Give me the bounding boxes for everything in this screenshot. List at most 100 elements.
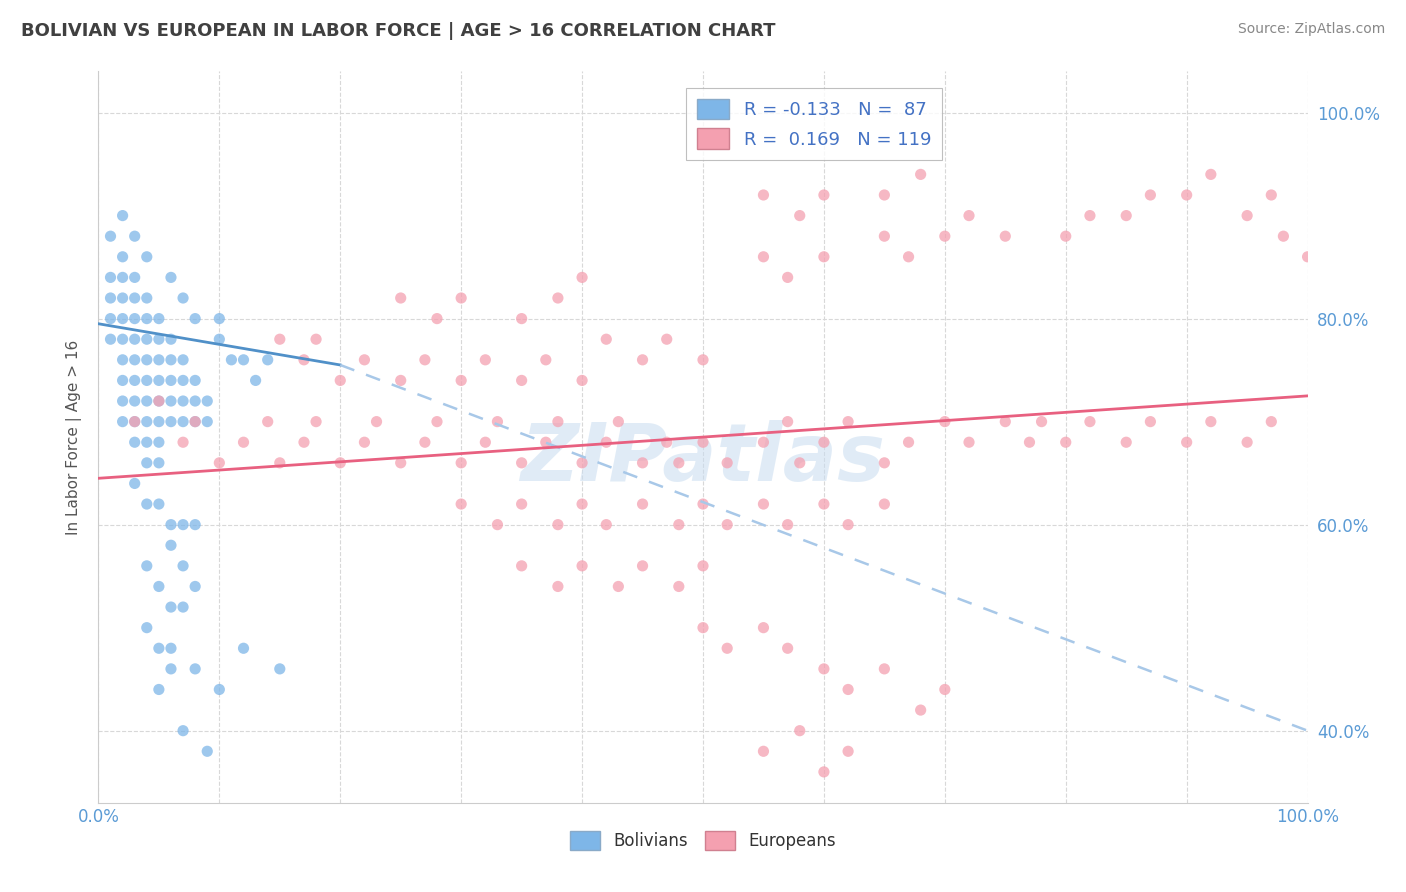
Point xyxy=(172,352,194,367)
Point xyxy=(752,435,775,450)
Point xyxy=(1078,209,1101,223)
Point xyxy=(534,352,557,367)
Point xyxy=(474,352,496,367)
Point xyxy=(813,662,835,676)
Point xyxy=(692,558,714,573)
Point xyxy=(111,394,134,409)
Point xyxy=(329,456,352,470)
Point xyxy=(1078,415,1101,429)
Point xyxy=(124,394,146,409)
Point xyxy=(124,373,146,387)
Point xyxy=(124,291,146,305)
Point xyxy=(607,579,630,593)
Point xyxy=(208,682,231,697)
Point xyxy=(994,229,1017,244)
Point xyxy=(595,332,617,346)
Point xyxy=(111,291,134,305)
Point xyxy=(1175,188,1198,202)
Point xyxy=(148,579,170,593)
Point xyxy=(353,352,375,367)
Point xyxy=(752,621,775,635)
Point xyxy=(631,558,654,573)
Point xyxy=(957,209,980,223)
Point xyxy=(135,456,157,470)
Point xyxy=(135,394,157,409)
Point xyxy=(124,435,146,450)
Point xyxy=(172,600,194,615)
Point xyxy=(111,311,134,326)
Point xyxy=(789,456,811,470)
Point xyxy=(232,352,254,367)
Point xyxy=(631,456,654,470)
Point xyxy=(172,373,194,387)
Point xyxy=(837,744,859,758)
Point xyxy=(692,435,714,450)
Point xyxy=(135,373,157,387)
Point xyxy=(897,250,920,264)
Point xyxy=(389,291,412,305)
Point xyxy=(547,415,569,429)
Point xyxy=(195,394,218,409)
Point xyxy=(776,270,799,285)
Point xyxy=(269,456,291,470)
Point xyxy=(208,311,231,326)
Point xyxy=(184,517,207,532)
Point xyxy=(160,662,183,676)
Point xyxy=(111,415,134,429)
Point xyxy=(934,682,956,697)
Point xyxy=(571,373,593,387)
Point xyxy=(148,311,170,326)
Point xyxy=(1139,415,1161,429)
Point xyxy=(1018,435,1040,450)
Point xyxy=(100,291,122,305)
Point xyxy=(160,270,183,285)
Point xyxy=(124,352,146,367)
Point xyxy=(837,682,859,697)
Point xyxy=(353,435,375,450)
Point xyxy=(221,352,243,367)
Point xyxy=(776,517,799,532)
Point xyxy=(172,415,194,429)
Point xyxy=(256,352,278,367)
Point xyxy=(135,250,157,264)
Point xyxy=(631,497,654,511)
Point xyxy=(1296,250,1319,264)
Point xyxy=(873,188,896,202)
Point xyxy=(148,682,170,697)
Point xyxy=(172,558,194,573)
Point xyxy=(776,415,799,429)
Point xyxy=(148,415,170,429)
Point xyxy=(160,415,183,429)
Point xyxy=(124,415,146,429)
Point xyxy=(135,332,157,346)
Point xyxy=(571,497,593,511)
Point xyxy=(124,332,146,346)
Point xyxy=(413,352,436,367)
Point xyxy=(510,311,533,326)
Point xyxy=(148,497,170,511)
Point xyxy=(111,270,134,285)
Point xyxy=(124,270,146,285)
Point xyxy=(1115,209,1137,223)
Point xyxy=(547,517,569,532)
Point xyxy=(389,373,412,387)
Point xyxy=(195,415,218,429)
Point xyxy=(873,456,896,470)
Text: Source: ZipAtlas.com: Source: ZipAtlas.com xyxy=(1237,22,1385,37)
Point xyxy=(692,352,714,367)
Point xyxy=(486,517,509,532)
Point xyxy=(571,558,593,573)
Point xyxy=(100,229,122,244)
Point xyxy=(135,435,157,450)
Text: ZIPatlas: ZIPatlas xyxy=(520,420,886,498)
Point xyxy=(160,641,183,656)
Point xyxy=(837,415,859,429)
Point xyxy=(813,188,835,202)
Point xyxy=(160,394,183,409)
Point xyxy=(1260,188,1282,202)
Point xyxy=(776,641,799,656)
Point xyxy=(752,497,775,511)
Point xyxy=(366,415,388,429)
Point xyxy=(172,723,194,738)
Point xyxy=(148,394,170,409)
